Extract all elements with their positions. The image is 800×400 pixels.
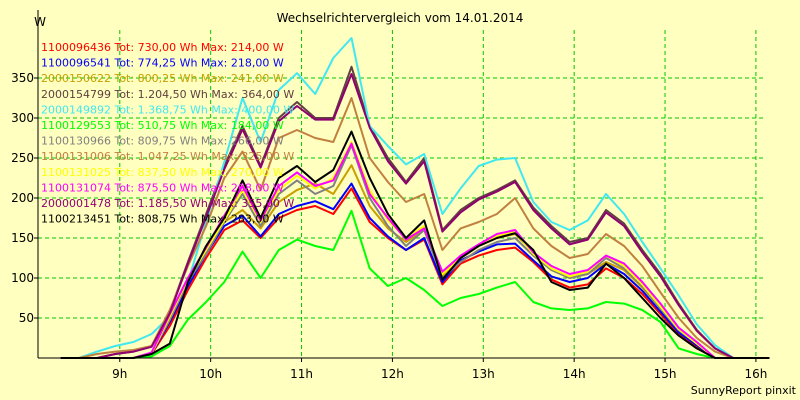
legend-entry-1100213451: 1100213451 Tot: 808,75 Wh Max: 283,00 W	[41, 213, 284, 226]
y-tick-label: 150	[11, 231, 34, 245]
y-tick-label: 200	[11, 191, 34, 205]
legend: 1100096436 Tot: 730,00 Wh Max: 214,00 W 1…	[41, 41, 294, 226]
legend-entry-1100131074: 1100131074 Tot: 875,50 Wh Max: 268,00 W	[41, 181, 284, 194]
axes: 50 100 150 200 250 300 350 9h 10h 11h 12h 13h 14h 15h…	[11, 10, 767, 381]
series-line-1100131074	[60, 142, 770, 359]
legend-entry-1100096436: 1100096436 Tot: 730,00 Wh Max: 214,00 W	[41, 41, 284, 54]
x-tick-label: 11h	[290, 367, 313, 381]
x-tick-label: 9h	[112, 367, 127, 381]
x-tick-label: 16h	[744, 367, 767, 381]
x-tick-label: 15h	[654, 367, 677, 381]
y-axis-unit: W	[34, 15, 46, 29]
legend-entry-2000150622: 2000150622 Tot: 800,25 Wh Max: 241,00 W	[41, 72, 284, 85]
legend-entry-1100129553: 1100129553 Tot: 510,75 Wh Max: 184,00 W	[41, 119, 284, 132]
x-tick-label: 13h	[472, 367, 495, 381]
y-tick-label: 50	[19, 311, 34, 325]
chart-title: Wechselrichtervergleich vom 14.01.2014	[277, 11, 524, 25]
x-tick-label: 10h	[199, 367, 222, 381]
legend-entry-1100131006: 1100131006 Tot: 1.047,25 Wh Max: 325,00 …	[41, 150, 294, 163]
legend-entry-2000149892: 2000149892 Tot: 1.368,75 Wh Max: 400,00 …	[41, 103, 294, 116]
y-tick-label: 300	[11, 111, 34, 125]
legend-entry-1100130966: 1100130966 Tot: 809,75 Wh Max: 266,00 W	[41, 135, 284, 148]
series-lines	[60, 37, 770, 359]
legend-entry-1100096541: 1100096541 Tot: 774,25 Wh Max: 218,00 W	[41, 57, 284, 70]
series-line-2000001478	[60, 73, 770, 359]
legend-entry-2000154799: 2000154799 Tot: 1.204,50 Wh Max: 364,00 …	[41, 88, 294, 101]
series-line-1100096541	[60, 182, 770, 359]
y-tick-label: 100	[11, 271, 34, 285]
y-tick-label: 250	[11, 151, 34, 165]
footer-credit: SunnyReport pinxit	[691, 384, 797, 397]
x-tick-label: 12h	[381, 367, 404, 381]
grid	[38, 30, 765, 358]
legend-entry-1100131025: 1100131025 Tot: 837,50 Wh Max: 270,00 W	[41, 166, 284, 179]
x-tick-label: 14h	[563, 367, 586, 381]
legend-entry-2000001478: 2000001478 Tot: 1.185,50 Wh Max: 355,00 …	[41, 197, 294, 210]
series-line-1100129553	[60, 209, 770, 359]
series-line-1100213451	[60, 130, 770, 359]
y-tick-label: 350	[11, 71, 34, 85]
